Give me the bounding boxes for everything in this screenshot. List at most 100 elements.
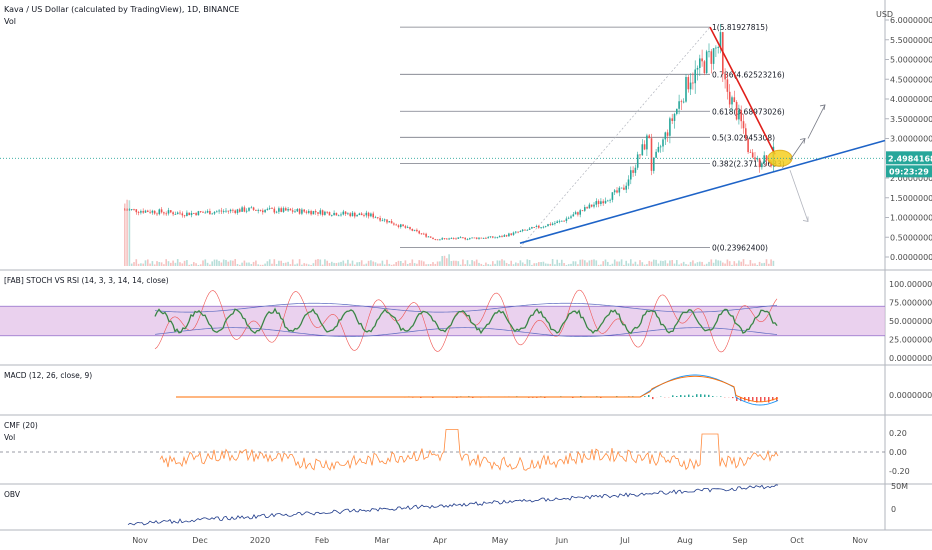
volume-bar	[149, 263, 151, 266]
volume-bar	[735, 263, 738, 266]
macd-histogram-bar	[700, 394, 702, 397]
volume-bar	[469, 264, 471, 266]
arrow-head-icon	[799, 137, 806, 144]
volume-bar	[708, 261, 710, 266]
candle-body	[724, 73, 726, 80]
volume-bar	[222, 259, 225, 266]
volume-bar	[503, 260, 506, 266]
volume-bar	[144, 260, 147, 266]
time-axis-label: Nov	[132, 536, 148, 545]
volume-bar	[492, 261, 494, 266]
candle-body	[526, 229, 529, 231]
drawings-layer[interactable]	[519, 26, 886, 244]
volume-bar	[170, 262, 172, 266]
cmf-line	[0, 429, 885, 471]
volume-bar	[540, 262, 542, 266]
volume-bar	[512, 264, 515, 266]
candle-body	[607, 200, 609, 202]
projection-arrow[interactable]	[807, 104, 826, 139]
volume-bar	[406, 263, 409, 266]
volume-bar	[636, 264, 639, 266]
candle-body	[291, 210, 294, 212]
candle-body	[738, 110, 740, 120]
resistance-trendline[interactable]	[709, 26, 776, 155]
fibonacci-retracement[interactable]: 1(5.81927815) 0.786(4.62523216) 0.618(3.68…	[400, 23, 785, 253]
volume-bar	[294, 264, 296, 266]
volume-bar	[204, 259, 207, 266]
projection-arrow[interactable]	[789, 169, 809, 222]
volume-bar	[696, 262, 699, 266]
candle-body	[756, 158, 759, 160]
candle-body	[650, 138, 653, 171]
volume-bar	[310, 264, 312, 266]
candle-body	[563, 220, 565, 222]
candle-body	[388, 221, 391, 223]
candle-body	[275, 211, 278, 213]
candle-body	[641, 144, 644, 156]
candle-body	[572, 214, 575, 217]
volume-bar	[446, 258, 448, 266]
volume-bar	[666, 263, 669, 266]
volume-bar	[229, 260, 232, 266]
volume-bar	[450, 261, 453, 266]
cmf-pane-title: CMF (20)	[4, 421, 38, 430]
volume-bar	[478, 262, 480, 266]
volume-bar	[130, 263, 133, 266]
candle-body	[501, 236, 503, 237]
candle-body	[296, 209, 299, 212]
volume-bar	[356, 262, 358, 266]
volume-bar	[692, 260, 694, 266]
current-price-label: 2.49841686	[888, 154, 932, 163]
volume-bar	[487, 264, 489, 266]
candlestick-series[interactable]	[124, 24, 775, 241]
volume-bar	[648, 260, 650, 266]
volume-bar	[694, 263, 696, 266]
candle-body	[425, 233, 427, 237]
candle-body	[395, 224, 397, 226]
candle-body	[245, 210, 248, 212]
volume-bar	[167, 261, 170, 266]
volume-bar	[579, 259, 581, 266]
candle-body	[620, 187, 623, 189]
candle-body	[301, 209, 303, 214]
time-axis[interactable]: Nov Dec 2020 Feb Mar Apr May Jun Jul Aug Sep Oct Nov	[132, 536, 868, 545]
candle-body	[604, 200, 607, 204]
volume-bar	[142, 263, 144, 266]
candle-body	[464, 237, 466, 240]
candle-body	[406, 227, 409, 228]
volume-bar	[459, 264, 462, 266]
candle-body	[446, 238, 448, 240]
volume-bar	[627, 263, 630, 266]
candle-body	[278, 208, 280, 212]
volume-bar	[156, 261, 158, 266]
candle-body	[344, 211, 347, 214]
candle-body	[630, 170, 632, 180]
support-trendline[interactable]	[519, 139, 886, 244]
candle-body	[735, 101, 738, 120]
macd-histogram-bar	[748, 397, 750, 402]
candle-body	[365, 212, 368, 216]
candle-body	[496, 237, 499, 239]
projection-arrow[interactable]	[789, 138, 806, 161]
candle-body	[671, 118, 673, 121]
volume-bar	[124, 203, 126, 266]
time-axis-label: Aug	[677, 536, 693, 545]
arrow-head-icon	[819, 104, 826, 111]
candle-body	[374, 217, 377, 219]
volume-bar	[176, 259, 179, 266]
volume-bar	[312, 263, 315, 266]
volume-bar	[367, 260, 370, 266]
candle-body	[574, 212, 577, 215]
candle-body	[678, 101, 680, 109]
volume-bar	[607, 261, 609, 266]
volume-bar	[241, 262, 243, 266]
candle-body	[439, 239, 441, 241]
volume-bar	[282, 262, 285, 266]
volume-bar	[618, 261, 621, 266]
candle-body	[133, 209, 135, 210]
volume-bar	[314, 259, 317, 266]
